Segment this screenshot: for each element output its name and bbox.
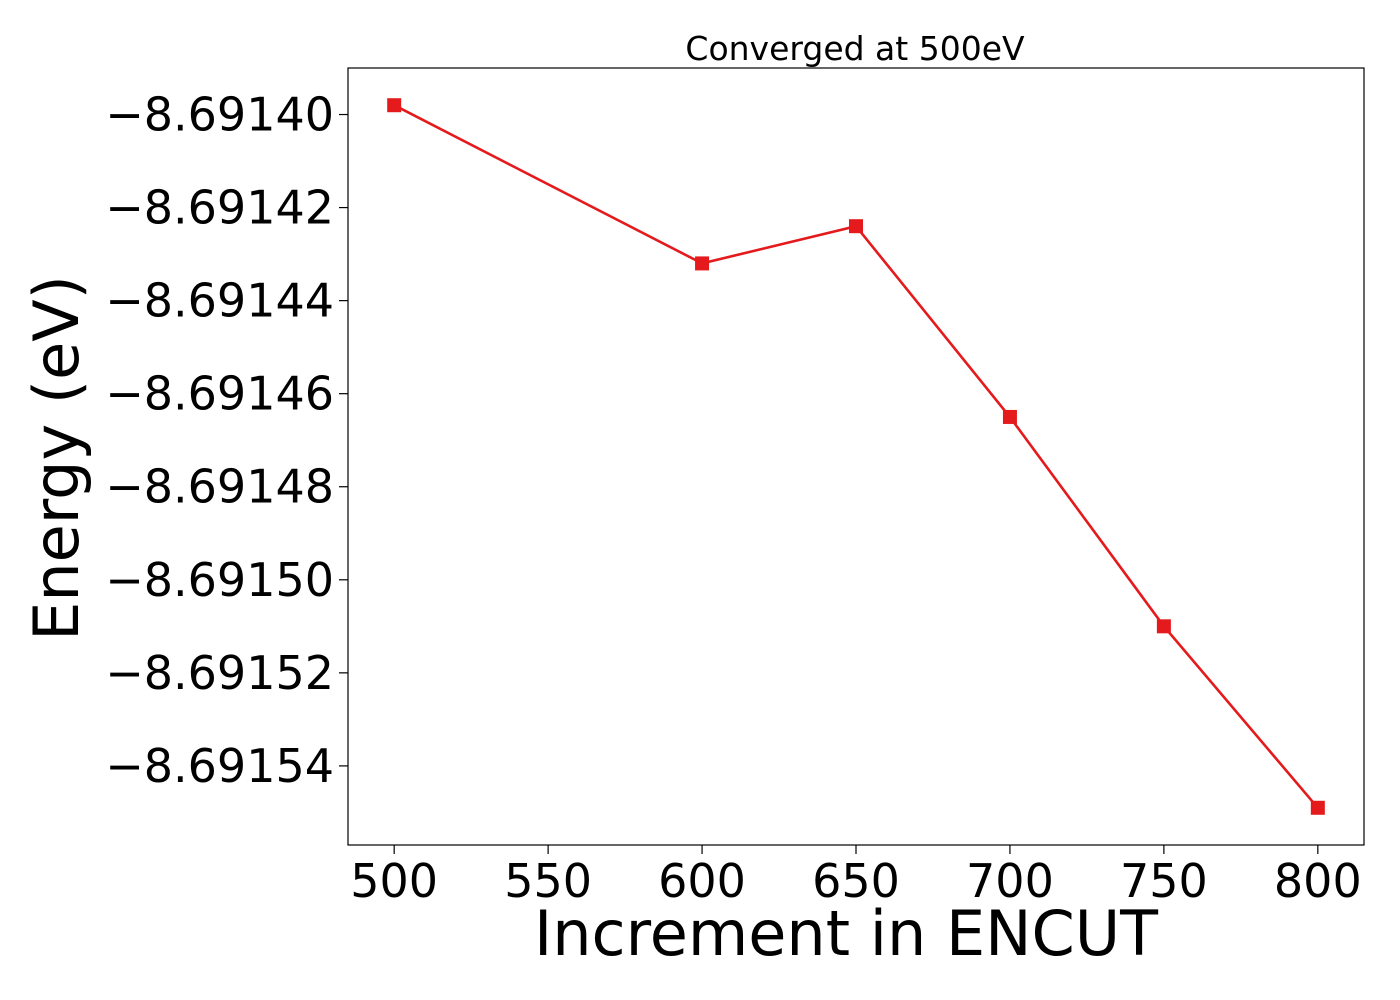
chart-title: Converged at 500eV [685, 29, 1025, 68]
y-axis-ticks: −8.69140 −8.69142 −8.69144 −8.69146 −8.69148… [105, 88, 348, 793]
data-point-marker [695, 256, 710, 271]
y-tick-label: −8.69144 [105, 274, 334, 328]
x-tick-label: 750 [1120, 854, 1208, 908]
data-point-marker [387, 98, 402, 113]
data-point-marker [1310, 800, 1325, 815]
plot-area [387, 98, 1325, 815]
x-tick-label: 550 [504, 854, 592, 908]
data-point-marker [849, 219, 863, 234]
x-tick-label: 500 [350, 854, 438, 908]
y-tick-label: −8.69152 [105, 646, 334, 700]
y-tick-label: −8.69150 [105, 553, 334, 607]
x-axis-ticks: 500 550 600 650 700 750 800 [350, 845, 1362, 908]
y-tick-label: −8.69148 [105, 460, 334, 514]
energy-series-line [393, 104, 1319, 809]
axes-frame [347, 67, 1365, 846]
data-point-marker [1002, 409, 1017, 424]
y-tick-label: −8.69140 [105, 88, 334, 142]
x-axis-label: Increment in ENCUT [534, 897, 1159, 970]
y-tick-label: −8.69154 [105, 739, 334, 793]
x-tick-label: 600 [658, 854, 746, 908]
data-point-marker [1156, 619, 1171, 634]
y-axis-label: Energy (eV) [20, 275, 93, 641]
x-tick-label: 700 [966, 854, 1054, 908]
x-tick-label: 650 [812, 854, 900, 908]
x-tick-label: 800 [1274, 854, 1362, 908]
y-tick-label: −8.69146 [105, 367, 334, 421]
y-tick-label: −8.69142 [105, 181, 334, 235]
